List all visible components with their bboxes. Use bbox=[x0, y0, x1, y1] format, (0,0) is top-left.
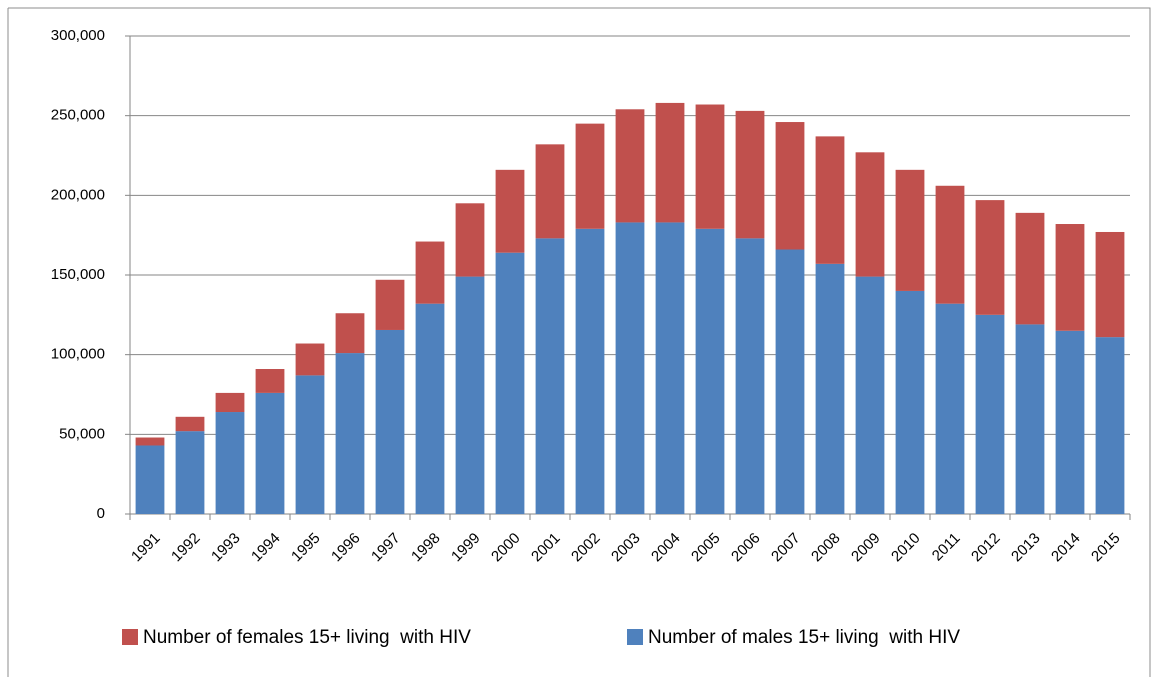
legend-text: Number of females 15+ living with HIV bbox=[143, 627, 471, 648]
bar-segment bbox=[535, 144, 565, 239]
y-tick-label: 200,000 bbox=[51, 186, 105, 203]
x-tick-label: 2007 bbox=[768, 530, 804, 566]
bar-segment bbox=[615, 222, 645, 515]
y-tick-label: 250,000 bbox=[51, 107, 105, 124]
bar-segment bbox=[1015, 324, 1045, 514]
x-tick-label: 2001 bbox=[528, 530, 564, 566]
bar-segment bbox=[655, 102, 685, 223]
bar-segment bbox=[415, 303, 445, 514]
bar-segment bbox=[215, 412, 245, 514]
x-tick-label: 2014 bbox=[1048, 530, 1084, 566]
x-tick-label: 2011 bbox=[929, 530, 964, 565]
chart-border bbox=[7, 7, 1151, 677]
x-tick-label: 1997 bbox=[368, 530, 404, 566]
bar-segment bbox=[895, 169, 925, 291]
y-tick-label: 150,000 bbox=[51, 266, 105, 283]
bar-segment bbox=[815, 263, 845, 514]
x-tick-label: 2010 bbox=[888, 530, 924, 566]
bar-segment bbox=[495, 252, 525, 514]
bar-segment bbox=[1095, 337, 1125, 514]
bar-segment bbox=[255, 392, 285, 514]
bar-segment bbox=[335, 313, 365, 354]
bar-segment bbox=[855, 276, 885, 514]
bar-segment bbox=[375, 329, 405, 514]
x-tick-label: 2004 bbox=[648, 530, 684, 566]
y-tick-label: 0 bbox=[97, 505, 105, 522]
bar-segment bbox=[535, 238, 565, 514]
x-tick-label: 2002 bbox=[568, 530, 604, 566]
y-tick-label: 100,000 bbox=[51, 346, 105, 363]
bar-segment bbox=[935, 303, 965, 514]
x-tick-label: 2015 bbox=[1088, 530, 1124, 566]
bar-segment bbox=[975, 200, 1005, 315]
x-tick-label: 1993 bbox=[208, 530, 244, 566]
bar-segment bbox=[575, 228, 605, 514]
bar-segment bbox=[295, 343, 325, 376]
bar-segment bbox=[455, 276, 485, 514]
bar-segment bbox=[175, 431, 205, 514]
x-tick-label: 2012 bbox=[968, 530, 1004, 566]
x-tick-label: 1999 bbox=[448, 530, 484, 566]
legend-text: Number of males 15+ living with HIV bbox=[648, 627, 960, 648]
bar-segment bbox=[375, 279, 405, 330]
bar-segment bbox=[1095, 231, 1125, 338]
bar-segment bbox=[335, 353, 365, 514]
bar-segment bbox=[455, 203, 485, 277]
bar-segment bbox=[775, 249, 805, 515]
bar-segment bbox=[135, 445, 165, 514]
x-tick-label: 1996 bbox=[328, 530, 364, 566]
x-tick-label: 1991 bbox=[128, 530, 164, 566]
x-tick-label: 1994 bbox=[248, 530, 284, 566]
legend-swatch bbox=[627, 629, 643, 645]
bar-segment bbox=[655, 222, 685, 515]
bar-segment bbox=[615, 109, 645, 223]
bar-segment bbox=[415, 241, 445, 304]
x-tick-label: 1992 bbox=[168, 530, 204, 566]
bar-segment bbox=[295, 375, 325, 514]
x-tick-label: 2005 bbox=[688, 530, 724, 566]
bar-segment bbox=[935, 185, 965, 304]
bar-segment bbox=[255, 369, 285, 393]
bar-segment bbox=[135, 437, 165, 446]
bar-segment bbox=[695, 228, 725, 514]
x-tick-label: 2008 bbox=[808, 530, 844, 566]
legend-swatch bbox=[122, 629, 138, 645]
bar-segment bbox=[215, 392, 245, 413]
bar-segment bbox=[175, 416, 205, 432]
bar-segment bbox=[895, 290, 925, 514]
x-tick-label: 1995 bbox=[288, 530, 324, 566]
y-tick-label: 50,000 bbox=[59, 425, 105, 442]
y-tick-label: 300,000 bbox=[51, 27, 105, 44]
bar-segment bbox=[1055, 224, 1085, 331]
x-tick-label: 2006 bbox=[728, 530, 764, 566]
bar-segment bbox=[815, 136, 845, 264]
bar-segment bbox=[575, 123, 605, 229]
x-tick-label: 2000 bbox=[488, 530, 524, 566]
bar-segment bbox=[695, 104, 725, 229]
x-tick-label: 2009 bbox=[848, 530, 884, 566]
bar-segment bbox=[735, 110, 765, 239]
bar-segment bbox=[775, 122, 805, 250]
x-tick-label: 1998 bbox=[408, 530, 444, 566]
bar-segment bbox=[735, 238, 765, 514]
bar-segment bbox=[1055, 330, 1085, 514]
x-tick-label: 2013 bbox=[1008, 530, 1044, 566]
bar-segment bbox=[495, 169, 525, 253]
bar-segment bbox=[855, 152, 885, 277]
bar-segment bbox=[1015, 212, 1045, 325]
bar-segment bbox=[975, 314, 1005, 514]
x-tick-label: 2003 bbox=[608, 530, 644, 566]
